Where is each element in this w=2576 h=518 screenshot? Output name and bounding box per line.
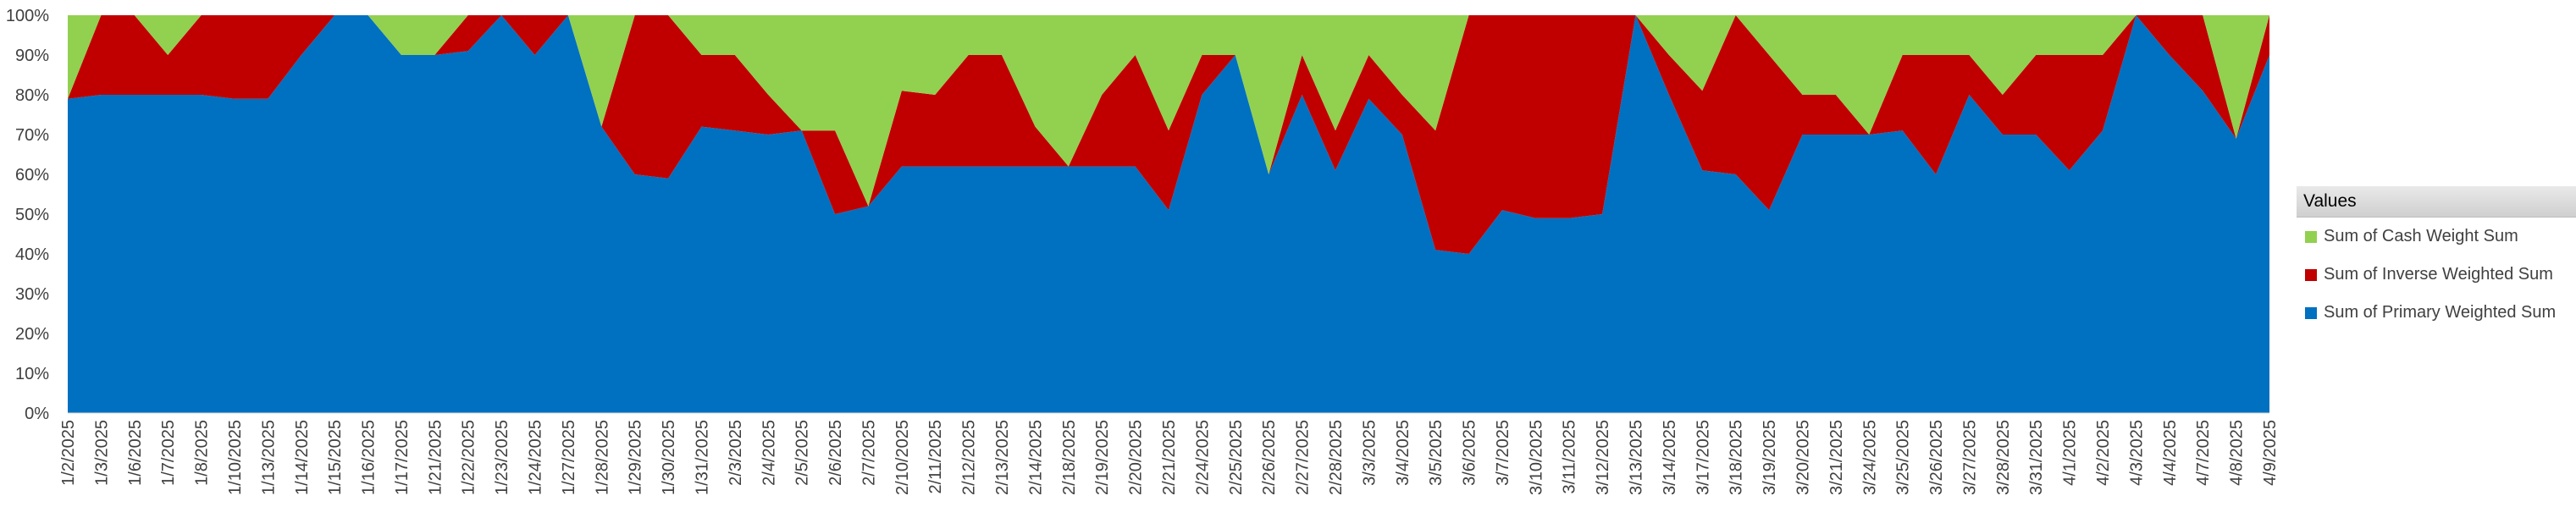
x-tick-label: 2/6/2025 (826, 420, 845, 486)
y-tick-label: 30% (15, 285, 49, 304)
x-tick-label: 4/9/2025 (2261, 420, 2280, 486)
x-tick-label: 2/25/2025 (1227, 420, 1246, 495)
x-tick-label: 2/13/2025 (993, 420, 1012, 495)
x-tick-label: 2/28/2025 (1327, 420, 1346, 495)
series-areas (68, 15, 2269, 413)
legend-swatch (2305, 306, 2317, 319)
x-tick-label: 1/3/2025 (92, 420, 111, 486)
stacked-area-chart: 0% 10% 20% 30% 40% 50% 60% 70% 80% 90% 100% 1/2/20… (6, 7, 2280, 495)
legend: Values Sum of Cash Weight Sum Sum of Inve… (2297, 186, 2576, 332)
y-tick-label: 60% (15, 166, 49, 185)
x-tick-label: 3/21/2025 (1827, 420, 1846, 495)
x-tick-label: 3/7/2025 (1494, 420, 1512, 486)
x-tick-label: 3/12/2025 (1594, 420, 1612, 495)
y-tick-label: 90% (15, 47, 49, 65)
x-tick-label: 1/10/2025 (226, 420, 245, 495)
x-tick-label: 1/22/2025 (460, 420, 478, 495)
x-tick-label: 2/11/2025 (926, 420, 945, 494)
area-series-2[interactable] (68, 15, 2269, 207)
y-tick-label: 70% (15, 126, 49, 145)
x-tick-label: 3/13/2025 (1628, 420, 1646, 495)
x-tick-label: 2/26/2025 (1260, 420, 1279, 495)
y-tick-label: 0% (25, 405, 49, 423)
x-tick-label: 3/14/2025 (1661, 420, 1679, 495)
y-tick-label: 40% (15, 245, 49, 264)
x-tick-label: 3/6/2025 (1461, 420, 1479, 486)
legend-label: Sum of Primary Weighted Sum (2324, 303, 2557, 322)
x-tick-label: 4/3/2025 (2127, 420, 2146, 486)
x-tick-label: 4/4/2025 (2161, 420, 2180, 486)
x-tick-label: 2/4/2025 (760, 420, 778, 486)
x-tick-label: 1/29/2025 (627, 420, 645, 495)
x-tick-label: 2/14/2025 (1026, 420, 1045, 495)
x-tick-label: 3/24/2025 (1860, 420, 1879, 495)
x-tick-label: 2/24/2025 (1193, 420, 1212, 495)
x-tick-label: 1/15/2025 (326, 420, 345, 495)
x-tick-label: 4/2/2025 (2094, 420, 2113, 486)
x-tick-label: 1/2/2025 (59, 420, 78, 486)
x-tick-label: 4/1/2025 (2061, 420, 2080, 486)
x-axis: 1/2/2025 1/3/2025 1/6/2025 1/7/2025 1/8/2025… (59, 412, 2280, 495)
area-series-0[interactable] (68, 15, 2269, 413)
x-tick-label: 1/17/2025 (393, 420, 412, 495)
y-tick-label: 20% (15, 325, 49, 344)
x-tick-label: 2/21/2025 (1160, 420, 1179, 495)
x-tick-label: 1/30/2025 (660, 420, 678, 495)
x-tick-label: 2/19/2025 (1093, 420, 1112, 495)
x-tick-label: 2/18/2025 (1060, 420, 1079, 495)
x-tick-label: 2/12/2025 (960, 420, 979, 495)
x-tick-label: 1/23/2025 (493, 420, 511, 495)
y-tick-label: 100% (6, 7, 49, 25)
x-tick-label: 1/21/2025 (426, 420, 445, 495)
x-tick-label: 1/8/2025 (193, 420, 212, 486)
x-tick-label: 2/7/2025 (860, 420, 878, 486)
x-tick-label: 1/13/2025 (259, 420, 278, 495)
x-tick-label: 3/10/2025 (1527, 420, 1545, 495)
x-tick-label: 3/18/2025 (1727, 420, 1746, 495)
x-tick-label: 4/7/2025 (2194, 420, 2213, 486)
x-tick-label: 3/26/2025 (1927, 420, 1946, 495)
x-tick-label: 3/5/2025 (1427, 420, 1446, 486)
legend-swatch (2305, 268, 2317, 281)
x-tick-label: 2/3/2025 (727, 420, 745, 486)
legend-label: Sum of Inverse Weighted Sum (2324, 265, 2553, 284)
y-axis: 0% 10% 20% 30% 40% 50% 60% 70% 80% 90% 100% (6, 7, 49, 423)
area-series-1[interactable] (68, 15, 2269, 254)
x-tick-label: 3/11/2025 (1561, 420, 1579, 494)
x-tick-label: 3/17/2025 (1694, 420, 1712, 495)
legend-swatch (2305, 230, 2317, 243)
x-tick-label: 2/20/2025 (1127, 420, 1146, 495)
x-tick-label: 4/8/2025 (2228, 420, 2247, 486)
x-tick-label: 3/28/2025 (1994, 420, 2013, 495)
x-tick-label: 1/16/2025 (360, 420, 379, 495)
x-tick-label: 1/28/2025 (593, 420, 611, 495)
x-tick-label: 3/31/2025 (2027, 420, 2046, 495)
legend-label: Sum of Cash Weight Sum (2324, 227, 2518, 245)
x-tick-label: 3/4/2025 (1394, 420, 1412, 486)
x-tick-label: 1/27/2025 (560, 420, 578, 495)
x-tick-label: 3/19/2025 (1761, 420, 1779, 495)
x-tick-label: 3/20/2025 (1794, 420, 1812, 495)
legend-item[interactable]: Sum of Primary Weighted Sum (2297, 294, 2576, 332)
x-tick-label: 1/14/2025 (293, 420, 312, 495)
x-tick-label: 3/25/2025 (1894, 420, 1913, 495)
y-tick-label: 80% (15, 86, 49, 105)
x-tick-label: 1/31/2025 (693, 420, 711, 495)
x-tick-label: 1/24/2025 (527, 420, 545, 495)
x-tick-label: 2/5/2025 (793, 420, 812, 486)
y-tick-label: 10% (15, 365, 49, 383)
x-tick-label: 2/10/2025 (893, 420, 912, 495)
y-tick-label: 50% (15, 206, 49, 224)
x-tick-label: 2/27/2025 (1294, 420, 1313, 495)
x-tick-label: 1/7/2025 (159, 420, 178, 486)
x-tick-label: 1/6/2025 (126, 420, 145, 486)
x-tick-label: 3/3/2025 (1360, 420, 1379, 486)
x-tick-label: 3/27/2025 (1960, 420, 1979, 495)
legend-title[interactable]: Values (2297, 186, 2576, 218)
legend-item[interactable]: Sum of Cash Weight Sum (2297, 218, 2576, 256)
legend-item[interactable]: Sum of Inverse Weighted Sum (2297, 256, 2576, 294)
